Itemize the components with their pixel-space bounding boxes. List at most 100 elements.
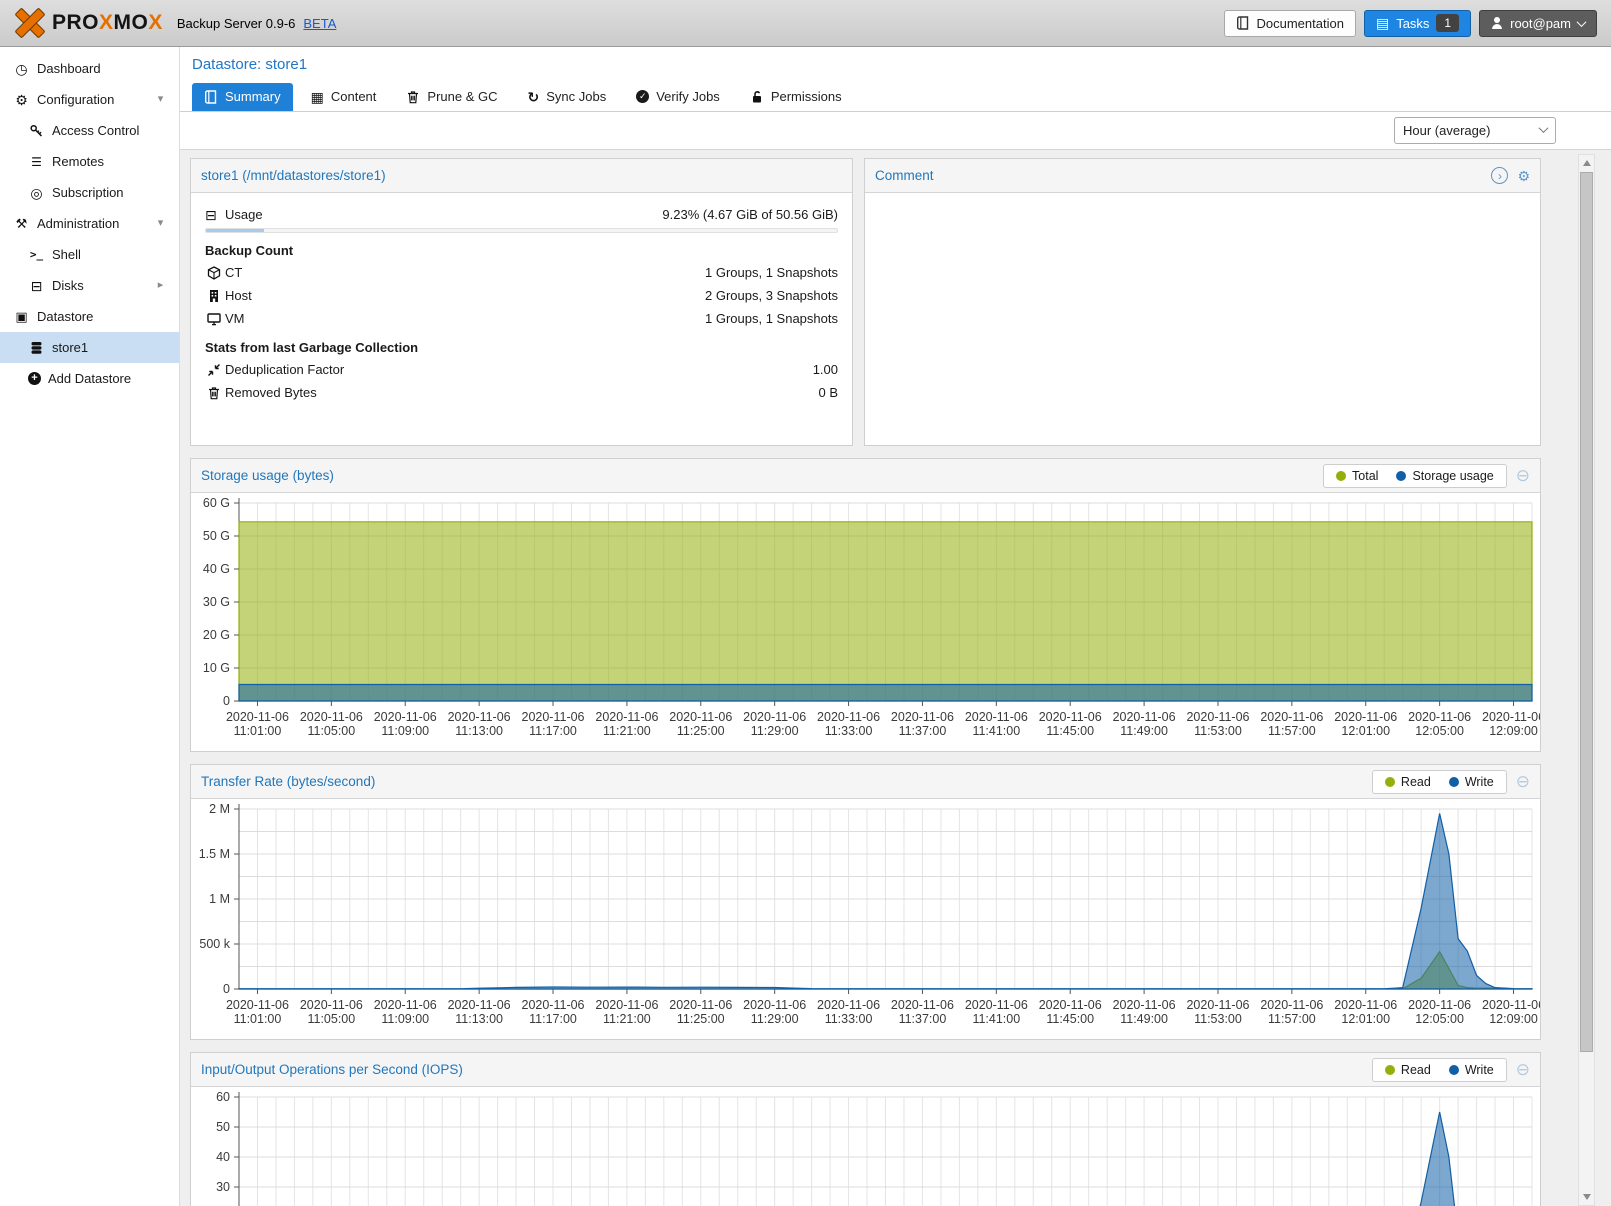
svg-text:11:37:00: 11:37:00 bbox=[899, 724, 947, 738]
comment-panel: Comment › bbox=[864, 158, 1541, 446]
chevron-down-icon bbox=[1577, 17, 1587, 27]
comment-body[interactable] bbox=[865, 193, 1540, 445]
sidebar-item-label: Add Datastore bbox=[48, 371, 131, 386]
svg-text:2020-11-06: 2020-11-06 bbox=[1334, 710, 1397, 724]
svg-text:2020-11-06: 2020-11-06 bbox=[448, 998, 511, 1012]
sidebar-item-disks[interactable]: Disks bbox=[0, 270, 179, 301]
user-icon bbox=[1491, 17, 1503, 29]
sidebar-item-datastore[interactable]: Datastore bbox=[0, 301, 179, 332]
svg-text:40 G: 40 G bbox=[203, 562, 230, 576]
svg-text:2020-11-06: 2020-11-06 bbox=[817, 998, 880, 1012]
compress-arrows-icon bbox=[205, 363, 223, 377]
vertical-scrollbar[interactable] bbox=[1578, 154, 1595, 1206]
transfer-rate-panel: Transfer Rate (bytes/second) Read Write … bbox=[190, 764, 1541, 1040]
beta-link[interactable]: BETA bbox=[303, 16, 336, 31]
cube-icon bbox=[205, 266, 223, 280]
svg-text:2020-11-06: 2020-11-06 bbox=[965, 998, 1028, 1012]
scrollbar-down-arrow[interactable] bbox=[1579, 1189, 1594, 1205]
svg-text:0: 0 bbox=[223, 982, 230, 996]
legend-item-read[interactable]: Read bbox=[1385, 1063, 1431, 1077]
triangle-up-icon bbox=[1583, 160, 1591, 166]
tasks-label: Tasks bbox=[1396, 16, 1429, 31]
sidebar-item-dashboard[interactable]: Dashboard bbox=[0, 53, 179, 84]
row-label: CT bbox=[225, 265, 242, 280]
sidebar-item-administration[interactable]: Administration bbox=[0, 208, 179, 239]
combo-value: Hour (average) bbox=[1403, 123, 1540, 138]
main-content: Datastore: store1 Summary Content Prune … bbox=[180, 47, 1611, 1206]
chevron-down-icon[interactable] bbox=[152, 218, 169, 229]
gear-icon[interactable] bbox=[1517, 169, 1530, 183]
transfer-rate-header: Transfer Rate (bytes/second) Read Write bbox=[191, 765, 1540, 799]
tab-label: Summary bbox=[225, 89, 281, 104]
svg-text:2020-11-06: 2020-11-06 bbox=[1260, 710, 1323, 724]
chevron-circle-icon[interactable]: › bbox=[1491, 167, 1508, 184]
legend-label: Storage usage bbox=[1412, 469, 1493, 483]
scrollbar-up-arrow[interactable] bbox=[1579, 155, 1594, 171]
svg-text:2020-11-06: 2020-11-06 bbox=[1260, 998, 1323, 1012]
svg-text:2020-11-06: 2020-11-06 bbox=[374, 710, 437, 724]
collapse-circle-minus-icon[interactable] bbox=[1516, 1061, 1530, 1078]
tab-sync-jobs[interactable]: Sync Jobs bbox=[516, 83, 619, 111]
usage-progress-fill bbox=[206, 229, 264, 232]
time-range-combo[interactable]: Hour (average) bbox=[1394, 117, 1556, 144]
svg-text:2020-11-06: 2020-11-06 bbox=[669, 710, 732, 724]
svg-text:11:33:00: 11:33:00 bbox=[825, 724, 873, 738]
book-icon bbox=[1236, 16, 1250, 30]
sidebar-item-store1[interactable]: store1 bbox=[0, 332, 179, 363]
svg-text:2020-11-06: 2020-11-06 bbox=[1408, 998, 1471, 1012]
svg-text:11:45:00: 11:45:00 bbox=[1046, 1012, 1094, 1026]
legend-dot-storage-usage bbox=[1396, 471, 1406, 481]
tab-summary[interactable]: Summary bbox=[192, 83, 293, 111]
row-label: Removed Bytes bbox=[225, 385, 317, 400]
legend-item-total[interactable]: Total bbox=[1336, 469, 1378, 483]
proxmox-x-icon bbox=[14, 7, 46, 39]
collapse-circle-minus-icon[interactable] bbox=[1516, 773, 1530, 790]
svg-text:2 M: 2 M bbox=[209, 802, 230, 816]
iops-chart: 01020304050602020-11-0611:01:002020-11-0… bbox=[191, 1087, 1540, 1206]
iops-chart-body: 01020304050602020-11-0611:01:002020-11-0… bbox=[191, 1087, 1540, 1206]
svg-text:30 G: 30 G bbox=[203, 595, 230, 609]
sidebar-item-configuration[interactable]: Configuration bbox=[0, 84, 179, 115]
sidebar-item-subscription[interactable]: Subscription bbox=[0, 177, 179, 208]
sidebar-item-remotes[interactable]: Remotes bbox=[0, 146, 179, 177]
svg-text:2020-11-06: 2020-11-06 bbox=[522, 998, 585, 1012]
tab-bar: Summary Content Prune & GC Sync Jobs Ver… bbox=[192, 83, 1599, 111]
svg-text:60 G: 60 G bbox=[203, 496, 230, 510]
sidebar-item-add-datastore[interactable]: Add Datastore bbox=[0, 363, 179, 394]
chevron-down-icon[interactable] bbox=[152, 94, 169, 105]
trash-icon bbox=[205, 386, 223, 400]
svg-text:11:13:00: 11:13:00 bbox=[455, 724, 503, 738]
sidebar-item-label: store1 bbox=[52, 340, 88, 355]
scrollbar-thumb[interactable] bbox=[1580, 172, 1593, 1052]
svg-text:12:05:00: 12:05:00 bbox=[1415, 1012, 1464, 1026]
tab-verify-jobs[interactable]: Verify Jobs bbox=[624, 83, 732, 111]
svg-text:2020-11-06: 2020-11-06 bbox=[891, 998, 954, 1012]
sidebar-item-shell[interactable]: Shell bbox=[0, 239, 179, 270]
content-header: Datastore: store1 Summary Content Prune … bbox=[180, 47, 1611, 112]
legend-item-storage-usage[interactable]: Storage usage bbox=[1396, 469, 1493, 483]
tab-content[interactable]: Content bbox=[299, 83, 389, 111]
tasks-button[interactable]: Tasks 1 bbox=[1364, 10, 1471, 37]
transfer-rate-legend: Read Write bbox=[1372, 770, 1507, 794]
sidebar-item-label: Remotes bbox=[52, 154, 104, 169]
storage-usage-title: Storage usage (bytes) bbox=[201, 468, 334, 483]
sidebar-item-label: Configuration bbox=[37, 92, 114, 107]
sidebar-item-access-control[interactable]: Access Control bbox=[0, 115, 179, 146]
top-header: PROXMOX Backup Server 0.9-6 BETA Documen… bbox=[0, 0, 1611, 47]
sidebar-item-label: Administration bbox=[37, 216, 119, 231]
legend-item-read[interactable]: Read bbox=[1385, 775, 1431, 789]
documentation-button[interactable]: Documentation bbox=[1224, 10, 1356, 37]
svg-text:2020-11-06: 2020-11-06 bbox=[1482, 710, 1540, 724]
user-menu-button[interactable]: root@pam bbox=[1479, 10, 1597, 37]
tab-permissions[interactable]: Permissions bbox=[738, 83, 854, 111]
svg-text:2020-11-06: 2020-11-06 bbox=[1408, 710, 1471, 724]
svg-text:11:05:00: 11:05:00 bbox=[307, 1012, 355, 1026]
svg-text:2020-11-06: 2020-11-06 bbox=[1334, 998, 1397, 1012]
chevron-right-icon[interactable] bbox=[152, 280, 169, 291]
legend-dot-read bbox=[1385, 1065, 1395, 1075]
collapse-circle-minus-icon[interactable] bbox=[1516, 467, 1530, 484]
building-icon bbox=[205, 289, 223, 303]
legend-item-write[interactable]: Write bbox=[1449, 1063, 1494, 1077]
tab-prune-gc[interactable]: Prune & GC bbox=[394, 83, 509, 111]
legend-item-write[interactable]: Write bbox=[1449, 775, 1494, 789]
